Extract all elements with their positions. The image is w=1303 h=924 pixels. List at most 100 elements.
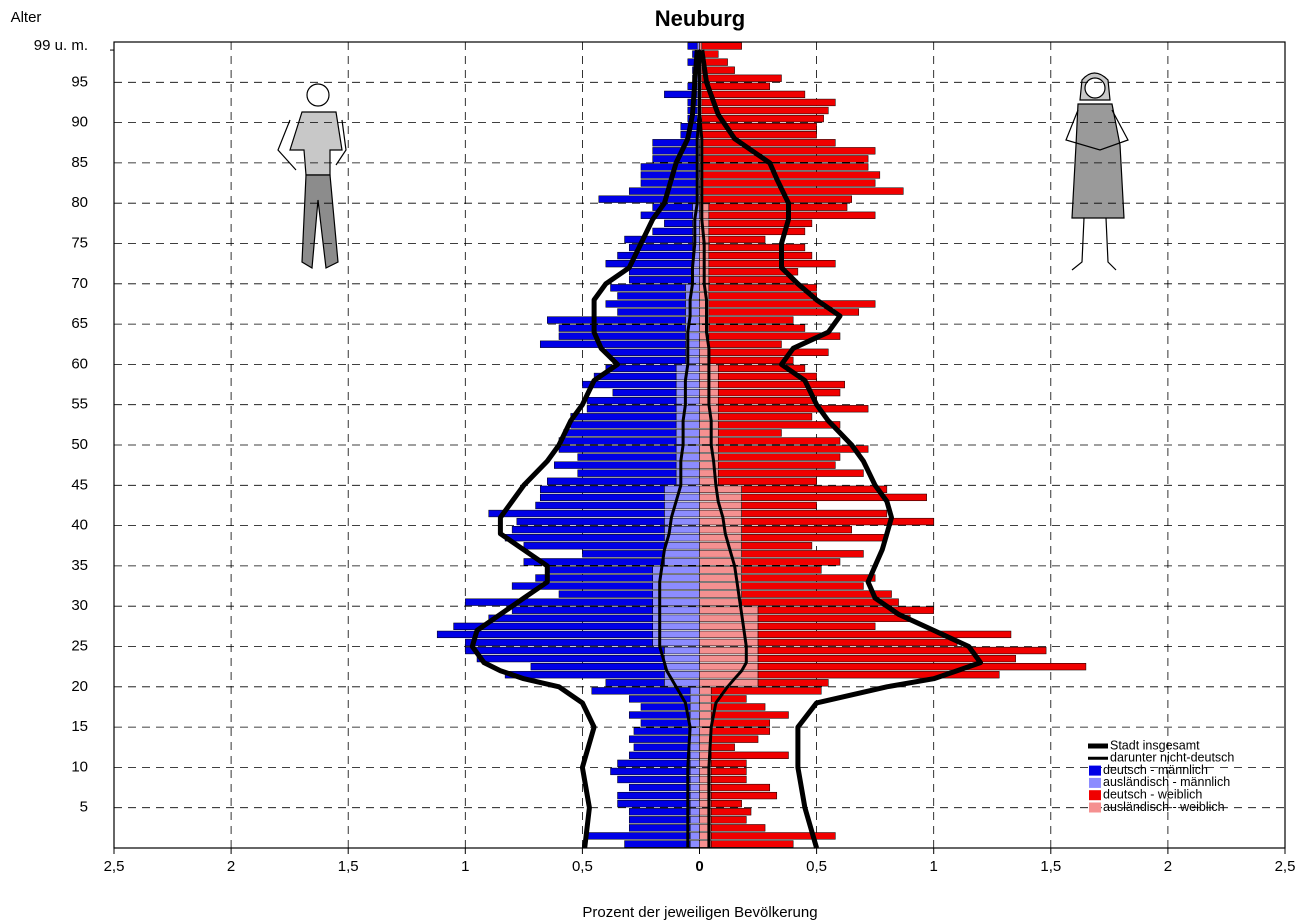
bar	[699, 590, 742, 598]
bar	[633, 727, 691, 735]
bar	[675, 380, 700, 389]
bar	[699, 598, 742, 606]
bar	[685, 308, 700, 316]
bar	[535, 501, 665, 510]
bar	[617, 775, 691, 784]
bar	[675, 421, 700, 429]
bar	[699, 638, 759, 647]
x-tick-label: 1	[930, 858, 938, 875]
x-tick-label: 1,5	[338, 858, 359, 875]
bar	[710, 808, 752, 816]
bar	[689, 743, 700, 751]
bar	[699, 534, 742, 542]
bar	[708, 251, 813, 260]
y-tick-label: 90	[71, 114, 88, 131]
bar	[628, 783, 691, 792]
bar	[699, 695, 712, 703]
bar	[689, 840, 700, 848]
y-tick-label: 95	[71, 73, 88, 90]
bar	[699, 630, 759, 639]
bar	[664, 485, 700, 493]
bar	[652, 139, 698, 147]
bar	[465, 646, 665, 655]
bar	[699, 485, 742, 493]
bar	[741, 558, 841, 566]
bar	[511, 582, 653, 590]
bar	[476, 654, 665, 663]
bar	[640, 163, 698, 171]
bar	[699, 421, 719, 429]
bar	[610, 767, 691, 776]
bar	[593, 372, 677, 381]
bar	[710, 775, 747, 784]
bar	[558, 437, 677, 445]
bar	[617, 759, 691, 768]
bar	[584, 832, 691, 840]
bar	[699, 654, 759, 663]
bar	[741, 598, 899, 606]
x-axis-label: Prozent der jeweiligen Bevölkerung	[582, 904, 817, 921]
bar	[710, 727, 771, 735]
y-tick-label: 70	[71, 275, 88, 292]
x-tick-label: 2	[1164, 858, 1172, 875]
bar	[741, 550, 864, 558]
bar	[598, 195, 698, 203]
bar	[708, 292, 817, 300]
bar	[511, 606, 653, 614]
legend-label: ausländisch - weiblich	[1103, 800, 1225, 814]
bar	[617, 251, 693, 260]
bar	[628, 808, 691, 816]
bar	[617, 800, 691, 808]
bar	[708, 276, 794, 284]
bar	[689, 751, 700, 759]
bar	[710, 816, 747, 824]
bar	[664, 654, 700, 663]
bar	[708, 211, 876, 219]
bar	[577, 453, 677, 461]
bar	[675, 445, 700, 453]
x-tick-label: 0,5	[806, 858, 827, 875]
y-axis-label: Alter	[11, 9, 42, 26]
bar	[757, 663, 1087, 671]
bar	[570, 421, 677, 429]
legend-label: ausländisch - männlich	[1103, 775, 1230, 789]
bar	[628, 824, 691, 832]
bar	[664, 646, 700, 655]
y-tick-label: 10	[71, 758, 88, 775]
bar	[617, 292, 686, 300]
bar	[708, 203, 848, 211]
legend-swatch	[1089, 765, 1101, 776]
bar	[689, 759, 700, 768]
legend-label: deutsch - männlich	[1103, 763, 1208, 777]
bar	[605, 348, 686, 356]
line-left	[658, 50, 701, 848]
bar	[628, 268, 693, 276]
bar	[605, 364, 677, 373]
bar	[689, 735, 700, 743]
bar	[701, 155, 869, 163]
bar	[640, 171, 698, 179]
bar	[699, 582, 742, 590]
bar	[689, 703, 700, 711]
bar	[741, 485, 888, 493]
bar	[628, 711, 691, 719]
bar	[699, 493, 742, 502]
bar	[701, 171, 881, 179]
bar	[701, 114, 824, 123]
bar	[612, 388, 677, 397]
bar	[605, 679, 665, 687]
bar	[710, 800, 742, 808]
bar	[675, 405, 700, 413]
grid	[114, 42, 1285, 848]
bar	[717, 413, 813, 421]
bar	[664, 493, 700, 502]
y-tick-label: 30	[71, 597, 88, 614]
bar	[465, 598, 653, 606]
bar	[675, 413, 700, 421]
bar	[708, 260, 836, 268]
bar	[640, 719, 691, 727]
bar	[708, 308, 860, 316]
bar	[699, 542, 742, 550]
bar	[689, 800, 700, 808]
